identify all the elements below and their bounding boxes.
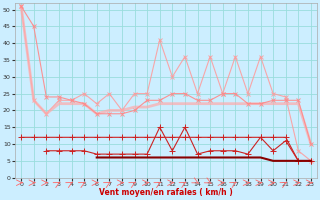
- X-axis label: Vent moyen/en rafales ( km/h ): Vent moyen/en rafales ( km/h ): [99, 188, 233, 197]
